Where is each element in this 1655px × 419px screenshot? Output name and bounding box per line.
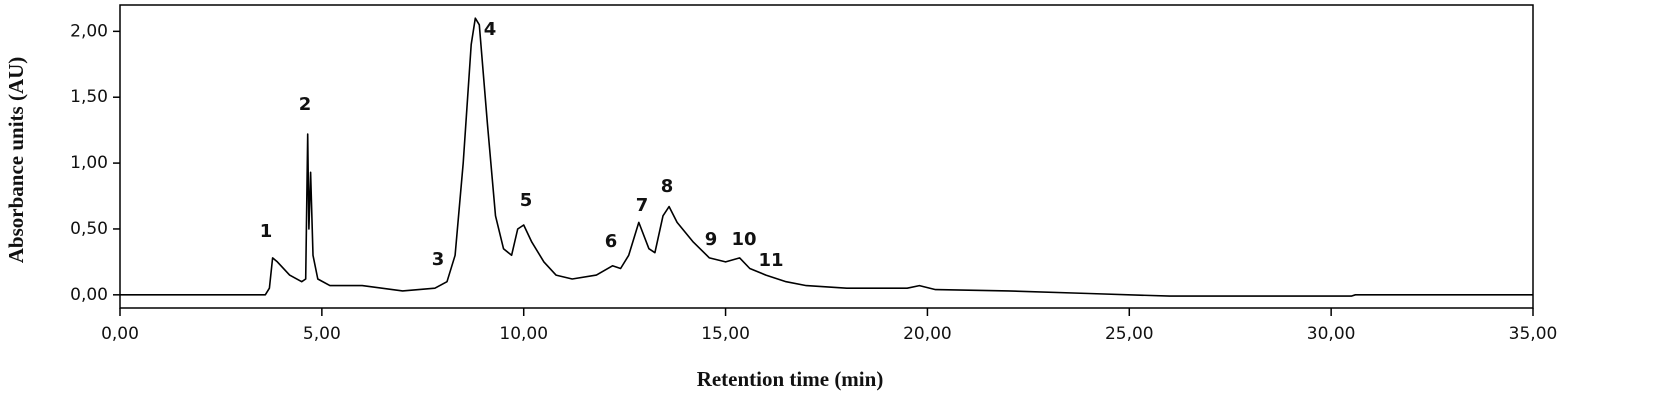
- x-axis-title: Retention time (min): [697, 367, 884, 391]
- x-tick-label: 5,00: [303, 324, 341, 344]
- peak-label: 3: [432, 249, 445, 270]
- y-tick-label: 2,00: [70, 21, 108, 41]
- y-tick-label: 0,50: [70, 219, 108, 239]
- x-tick-label: 10,00: [499, 324, 548, 344]
- peak-label: 8: [661, 176, 674, 197]
- y-tick-label: 1,50: [70, 87, 108, 107]
- y-axis-title: Absorbance units (AU): [4, 57, 28, 264]
- peak-label: 4: [484, 19, 497, 40]
- x-tick-label: 0,00: [101, 324, 139, 344]
- plot-frame: [119, 4, 1534, 309]
- peak-label: 7: [636, 195, 649, 216]
- peak-label: 6: [605, 231, 618, 252]
- x-tick-label: 20,00: [903, 324, 952, 344]
- peak-label: 5: [520, 190, 533, 211]
- x-tick-label: 35,00: [1509, 324, 1558, 344]
- peak-label: 1: [260, 221, 273, 242]
- trace-line: [120, 17, 1533, 297]
- y-tick-label: 1,00: [70, 153, 108, 173]
- peak-label: 2: [299, 94, 312, 115]
- peak-label: 10: [731, 229, 756, 250]
- peak-label: 11: [758, 250, 783, 271]
- y-tick-label: 0,00: [70, 285, 108, 305]
- x-tick-label: 30,00: [1307, 324, 1356, 344]
- x-tick-label: 15,00: [701, 324, 750, 344]
- x-tick-label: 25,00: [1105, 324, 1154, 344]
- peak-label: 9: [705, 229, 718, 250]
